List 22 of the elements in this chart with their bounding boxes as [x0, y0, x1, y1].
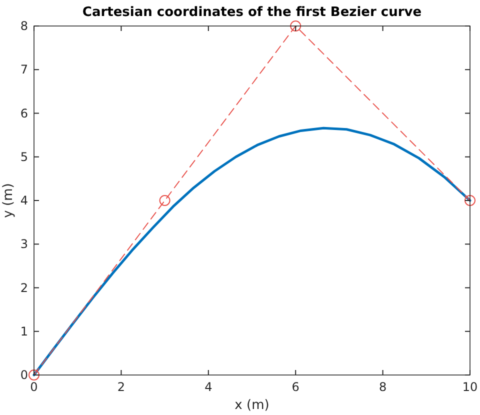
x-tick-label: 4 — [204, 380, 212, 394]
y-axis-title: y (m) — [1, 183, 16, 218]
x-tick-label: 6 — [292, 380, 300, 394]
y-tick-label: 7 — [20, 62, 28, 77]
y-tick-label: 0 — [20, 368, 28, 382]
point — [464, 195, 476, 206]
x-tick-label: 0 — [30, 380, 38, 394]
x-tick-label: 8 — [378, 380, 387, 394]
y-tick-label: 1 — [20, 324, 28, 338]
point — [290, 20, 302, 32]
point — [28, 370, 40, 380]
x-axis-title: x (m) — [234, 398, 270, 413]
y-tick-label: 5 — [20, 150, 28, 164]
point — [159, 195, 170, 206]
y-tick-label: 4 — [20, 194, 28, 208]
y-tick-label: 2 — [20, 280, 28, 295]
y-tick-label: 3 — [20, 237, 28, 252]
x-tick-label: 10 — [462, 380, 478, 394]
y-tick-label: 6 — [20, 106, 28, 120]
y-tick-label: 8 — [20, 19, 28, 33]
chart-title: Cartesian coordinates of the first Bezier curve — [82, 5, 422, 20]
x-tick-label: 2 — [117, 380, 126, 394]
